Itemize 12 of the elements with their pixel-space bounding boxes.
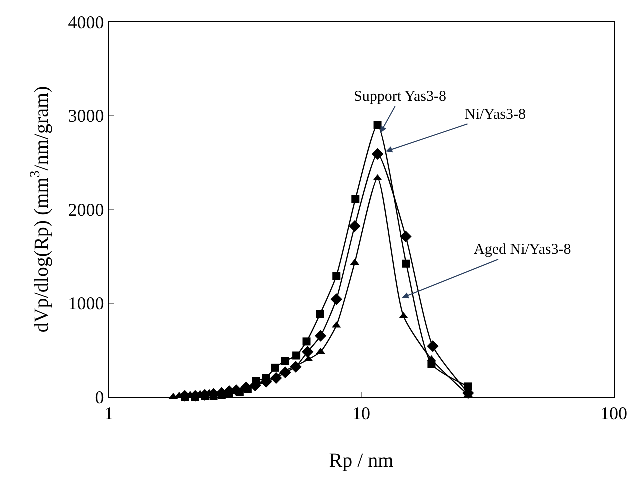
x-tick-label: 100 xyxy=(600,404,628,424)
annotation: Ni/Yas3-8 xyxy=(465,107,526,123)
y-tick-label: 3000 xyxy=(68,106,104,126)
annotation: Support Yas3-8 xyxy=(354,89,447,105)
y-tick-label: 0 xyxy=(95,387,104,408)
y-tick-label: 1000 xyxy=(68,294,104,314)
x-axis-title: Rp / nm xyxy=(329,450,394,472)
y-tick-label: 2000 xyxy=(68,200,104,220)
annotation: Aged Ni/Yas3-8 xyxy=(474,242,572,258)
x-tick-label: 10 xyxy=(352,404,370,424)
y-tick-label: 4000 xyxy=(68,12,104,32)
x-tick-label: 1 xyxy=(104,404,114,424)
